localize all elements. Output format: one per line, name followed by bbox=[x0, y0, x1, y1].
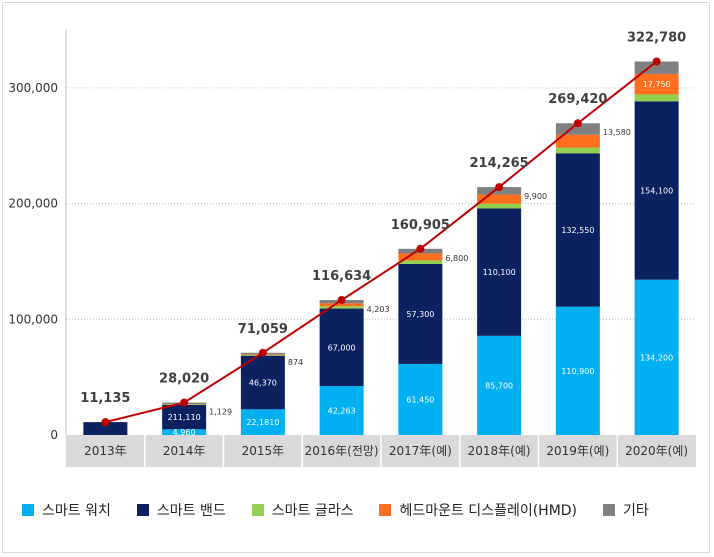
total-marker bbox=[180, 398, 189, 407]
total-label: 28,020 bbox=[159, 372, 209, 387]
side-value-label: 9,900 bbox=[524, 192, 547, 201]
bar-value-label: 132,550 bbox=[561, 226, 594, 235]
total-label: 269,420 bbox=[548, 92, 607, 107]
y-tick-label: 0 bbox=[50, 428, 58, 442]
bar-segment bbox=[398, 260, 443, 264]
legend-swatch-smartwatch bbox=[22, 504, 34, 516]
x-tick-label: 2017年(예) bbox=[389, 444, 452, 458]
x-tick-label: 2020年(예) bbox=[625, 444, 688, 458]
total-marker bbox=[495, 183, 504, 192]
bar-segment bbox=[319, 386, 364, 435]
legend: 스마트 워치 스마트 밴드 스마트 글라스 헤드마운트 디스플레이(HMD) 기… bbox=[22, 500, 675, 520]
side-value-label: 6,800 bbox=[445, 254, 468, 263]
total-marker bbox=[101, 418, 110, 427]
legend-item-smartwatch: 스마트 워치 bbox=[22, 500, 111, 520]
total-trend-line bbox=[105, 60, 658, 424]
bar-segment bbox=[319, 308, 364, 387]
bar-segment bbox=[477, 203, 522, 209]
total-marker bbox=[258, 348, 267, 357]
bar-value-label: 154,100 bbox=[640, 187, 673, 196]
total-marker bbox=[652, 57, 661, 66]
bar-segment bbox=[162, 429, 207, 435]
side-value-label: 13,580 bbox=[603, 128, 631, 137]
y-tick-label: 100,000 bbox=[8, 312, 58, 326]
bar-segment bbox=[83, 422, 128, 435]
bar-value-label: 17,750 bbox=[643, 80, 671, 89]
side-value-label: 874 bbox=[288, 358, 303, 367]
x-tick-label: 2014年 bbox=[163, 444, 206, 458]
x-tick-label: 2018年(예) bbox=[468, 444, 531, 458]
y-tick-label: 300,000 bbox=[8, 81, 58, 95]
bar-value-label: 211,110 bbox=[168, 413, 201, 422]
bar-segment bbox=[634, 94, 679, 102]
total-marker bbox=[337, 296, 346, 305]
bar-value-label: 4,960 bbox=[173, 428, 196, 437]
legend-label-hmd: 헤드마운트 디스플레이(HMD) bbox=[399, 503, 578, 519]
y-tick-label: 200,000 bbox=[8, 197, 58, 211]
bar-segment bbox=[634, 101, 679, 280]
total-label: 11,135 bbox=[80, 391, 130, 406]
bar-segment bbox=[240, 409, 285, 435]
bar-segment bbox=[634, 279, 679, 435]
bar-value-label: 85,700 bbox=[485, 381, 513, 390]
bar-value-label: 61,450 bbox=[406, 395, 434, 404]
bar-value-label: 57,300 bbox=[406, 310, 434, 319]
legend-swatch-smartband bbox=[136, 504, 149, 516]
legend-item-other: 기타 bbox=[603, 500, 649, 520]
bar-segment bbox=[555, 134, 600, 148]
bar-value-label: 42,263 bbox=[328, 407, 356, 416]
legend-label-other: 기타 bbox=[623, 503, 649, 519]
total-label: 71,059 bbox=[238, 322, 288, 337]
total-label: 214,265 bbox=[470, 156, 529, 171]
bar-segment bbox=[319, 306, 364, 309]
legend-label-smartband: 스마트 밴드 bbox=[156, 503, 226, 519]
bar-segment bbox=[477, 335, 522, 435]
legend-item-smartglass: 스마트 글라스 bbox=[251, 500, 354, 520]
bar-segment bbox=[162, 404, 207, 430]
bar-segment bbox=[398, 253, 443, 261]
bar-segment bbox=[555, 123, 600, 135]
bar-value-label: 134,200 bbox=[640, 353, 673, 362]
bar-segment bbox=[398, 263, 443, 364]
bar-segment bbox=[477, 208, 522, 336]
bar-value-label: 110,100 bbox=[483, 268, 516, 277]
legend-swatch-hmd bbox=[379, 504, 392, 516]
legend-label-smartwatch: 스마트 워치 bbox=[42, 503, 111, 519]
x-tick-label: 2019年(예) bbox=[546, 444, 609, 458]
total-marker bbox=[573, 119, 582, 128]
bar-segment bbox=[555, 306, 600, 435]
x-tick-label: 2013年 bbox=[84, 444, 127, 458]
side-value-label: 1,129 bbox=[209, 408, 232, 417]
bar-segment bbox=[477, 194, 522, 204]
bar-segment bbox=[240, 355, 285, 410]
bar-segment bbox=[634, 73, 679, 95]
bar-value-label: 110,900 bbox=[561, 367, 594, 376]
side-value-label: 4,203 bbox=[367, 305, 390, 314]
legend-label-smartglass: 스마트 글라스 bbox=[271, 503, 354, 519]
total-label: 322,780 bbox=[627, 30, 686, 45]
legend-item-smartband: 스마트 밴드 bbox=[136, 500, 226, 520]
x-tick-label: 2015年 bbox=[242, 444, 285, 458]
legend-swatch-other bbox=[603, 504, 616, 516]
total-label: 116,634 bbox=[312, 269, 371, 284]
legend-swatch-smartglass bbox=[251, 504, 264, 516]
total-label: 160,905 bbox=[391, 218, 450, 233]
bar-value-label: 46,370 bbox=[249, 379, 277, 388]
legend-item-hmd: 헤드마운트 디스플레이(HMD) bbox=[379, 500, 577, 520]
bar-segment bbox=[555, 147, 600, 154]
bar-value-label: 22,1810 bbox=[246, 418, 279, 427]
bar-segment bbox=[319, 303, 364, 307]
bar-segment bbox=[555, 153, 600, 307]
bar-segment bbox=[398, 363, 443, 435]
total-marker bbox=[416, 244, 425, 253]
x-tick-label: 2016年(전망) bbox=[305, 444, 379, 458]
bar-value-label: 67,000 bbox=[328, 343, 356, 352]
